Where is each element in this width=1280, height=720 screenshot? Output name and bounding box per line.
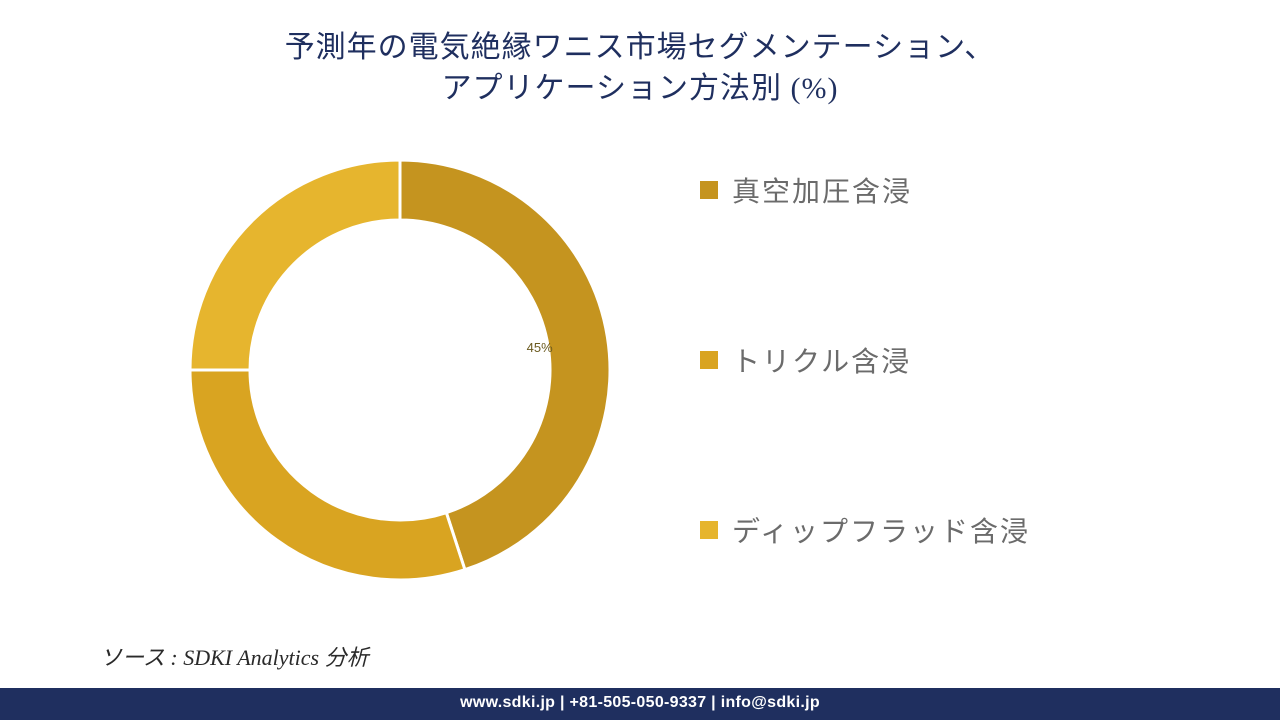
legend-label: トリクル含浸 <box>732 340 911 380</box>
donut-svg <box>170 140 630 600</box>
footer-text: www.sdki.jp | +81-505-050-9337 | info@sd… <box>460 694 820 711</box>
legend-label: 真空加圧含浸 <box>732 170 912 210</box>
donut-slice-vacuum_pressure <box>400 160 610 570</box>
legend-swatch <box>700 181 718 199</box>
donut-slice-trickle <box>190 370 465 580</box>
title-line2: アプリケーション方法別 (%) <box>0 69 1280 110</box>
chart-legend: 真空加圧含浸 トリクル含浸 ディップフラッド含浸 <box>700 160 1030 580</box>
legend-swatch <box>700 351 718 369</box>
legend-item-trickle: トリクル含浸 <box>700 340 1030 380</box>
legend-item-vacuum-pressure: 真空加圧含浸 <box>700 170 1030 210</box>
chart-title: 予測年の電気絶縁ワニス市場セグメンテーション、 アプリケーション方法別 (%) <box>0 0 1280 109</box>
footer-bar: www.sdki.jp | +81-505-050-9337 | info@sd… <box>0 688 1280 720</box>
source-attribution: ソース : SDKI Analytics 分析 <box>100 640 369 672</box>
title-line1: 予測年の電気絶縁ワニス市場セグメンテーション、 <box>0 28 1280 69</box>
donut-chart: 45% <box>170 140 630 600</box>
legend-label: ディップフラッド含浸 <box>732 510 1030 550</box>
donut-slice-dip_flood <box>190 160 400 370</box>
legend-item-dip-flood: ディップフラッド含浸 <box>700 510 1030 550</box>
slice-pct-label: 45% <box>527 340 553 355</box>
legend-swatch <box>700 521 718 539</box>
